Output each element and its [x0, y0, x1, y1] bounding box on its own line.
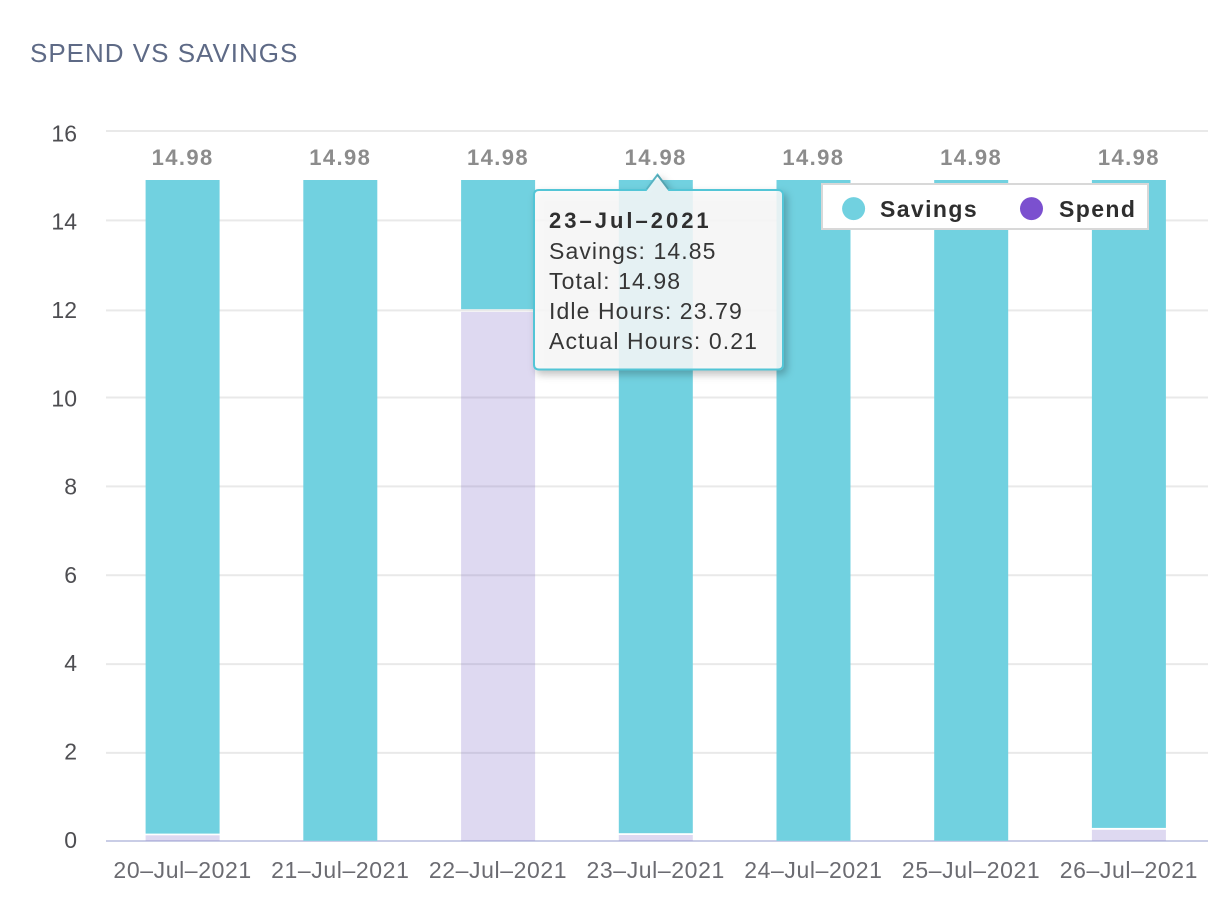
svg-text:23–Jul–2021: 23–Jul–2021 [587, 857, 725, 883]
svg-text:6: 6 [64, 562, 77, 588]
svg-text:16: 16 [51, 120, 77, 146]
svg-text:20–Jul–2021: 20–Jul–2021 [113, 857, 251, 883]
svg-text:2: 2 [64, 739, 77, 765]
svg-text:12: 12 [51, 297, 77, 323]
svg-text:8: 8 [64, 474, 77, 500]
svg-text:Savings: 14.85: Savings: 14.85 [549, 238, 717, 264]
svg-text:22–Jul–2021: 22–Jul–2021 [429, 857, 567, 883]
svg-text:14.98: 14.98 [940, 145, 1002, 170]
svg-text:4: 4 [64, 650, 77, 676]
svg-text:SPEND VS SAVINGS: SPEND VS SAVINGS [30, 38, 298, 68]
svg-text:Actual Hours: 0.21: Actual Hours: 0.21 [549, 328, 758, 354]
svg-text:24–Jul–2021: 24–Jul–2021 [744, 857, 882, 883]
svg-text:14.98: 14.98 [625, 145, 687, 170]
svg-text:Spend: Spend [1059, 196, 1136, 222]
svg-text:14: 14 [51, 209, 77, 235]
svg-text:14.98: 14.98 [1098, 145, 1160, 170]
svg-text:14.98: 14.98 [782, 145, 844, 170]
svg-text:10: 10 [51, 385, 77, 411]
svg-text:Idle Hours: 23.79: Idle Hours: 23.79 [549, 298, 743, 324]
svg-text:Savings: Savings [880, 196, 978, 222]
svg-text:14.98: 14.98 [152, 145, 214, 170]
svg-text:14.98: 14.98 [467, 145, 529, 170]
svg-text:23–Jul–2021: 23–Jul–2021 [549, 208, 712, 233]
svg-text:25–Jul–2021: 25–Jul–2021 [902, 857, 1040, 883]
svg-text:Total: 14.98: Total: 14.98 [549, 268, 681, 294]
svg-text:26–Jul–2021: 26–Jul–2021 [1060, 857, 1198, 883]
svg-text:21–Jul–2021: 21–Jul–2021 [271, 857, 409, 883]
svg-text:0: 0 [64, 827, 77, 853]
svg-text:14.98: 14.98 [309, 145, 371, 170]
